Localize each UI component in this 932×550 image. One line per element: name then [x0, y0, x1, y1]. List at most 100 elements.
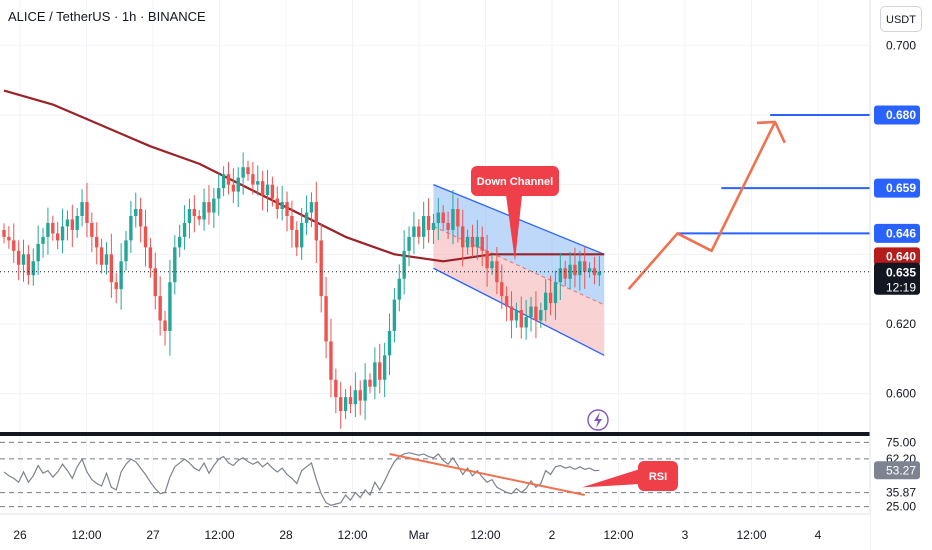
- candle: [275, 186, 279, 219]
- candle-body: [226, 174, 231, 185]
- candle: [168, 259, 172, 356]
- candle: [412, 211, 416, 254]
- candle-body: [217, 188, 221, 199]
- candle-body: [241, 167, 245, 178]
- candle: [583, 246, 587, 289]
- candle-body: [573, 264, 577, 276]
- rsi-callout-label: RSI: [649, 471, 667, 483]
- candle: [485, 234, 489, 287]
- level-label: 0.659: [874, 178, 920, 198]
- candle: [41, 227, 45, 258]
- candle: [290, 200, 294, 248]
- candle-body: [578, 261, 582, 276]
- time-tick-label: 12:00: [204, 528, 234, 542]
- level-label-bg: [874, 223, 920, 243]
- candle: [7, 226, 11, 249]
- candle: [173, 235, 177, 295]
- candle-body: [309, 202, 314, 213]
- candle-body: [485, 250, 489, 269]
- candle-body: [114, 282, 118, 290]
- candle-body: [480, 236, 484, 251]
- candle-body: [12, 240, 16, 251]
- candle-body: [265, 184, 270, 196]
- down-channel-callout: Down Channel: [471, 166, 559, 262]
- projection-arrow: [627, 120, 786, 291]
- candle-body: [280, 202, 284, 210]
- candle-body: [548, 292, 553, 304]
- candle-body: [397, 278, 401, 300]
- candle: [529, 296, 533, 332]
- candle-body: [373, 362, 377, 387]
- candle-body: [46, 222, 50, 237]
- candle-body: [358, 390, 362, 401]
- candle: [192, 195, 197, 233]
- candle-body: [587, 268, 592, 272]
- rsi-tick-label: 75.00: [886, 435, 916, 449]
- candle: [504, 286, 509, 322]
- rsi-line: [3, 452, 600, 506]
- candle: [309, 192, 314, 228]
- candle: [236, 167, 240, 207]
- candle: [573, 247, 577, 288]
- candle-body: [412, 226, 416, 237]
- currency-button[interactable]: USDT: [880, 6, 922, 32]
- level-label-text: 0.659: [886, 181, 916, 195]
- time-tick-label: 12:00: [71, 528, 101, 542]
- candle: [519, 296, 523, 339]
- projection-arrowhead: [756, 120, 786, 144]
- candle-body: [436, 212, 441, 223]
- candle-body: [343, 397, 348, 412]
- candle: [382, 342, 387, 398]
- level-label-text: 0.646: [886, 226, 916, 240]
- rsi-value-label: 53.27: [874, 461, 920, 480]
- candle-body: [387, 330, 392, 356]
- candle: [343, 389, 348, 420]
- candle: [592, 256, 597, 285]
- rsi-tick-label: 25.00: [886, 500, 916, 514]
- symbol-title[interactable]: ALICE / TetherUS · 1h · BINANCE: [8, 9, 206, 24]
- candle: [397, 264, 401, 312]
- candle: [187, 198, 192, 239]
- price-axis: 0.7000.6200.6000.6800.6590.6460.6400.635…: [869, 0, 932, 550]
- candle: [378, 343, 382, 394]
- time-tick-label: 27: [146, 528, 160, 542]
- candle-body: [353, 390, 358, 405]
- time-tick-label: 3: [682, 528, 689, 542]
- candle: [95, 222, 99, 265]
- channel-lower-fill: [433, 226, 605, 356]
- candle: [109, 233, 114, 298]
- candle-body: [270, 184, 275, 199]
- candle-body: [21, 254, 26, 265]
- candle-body: [500, 282, 504, 297]
- candles: [2, 152, 602, 429]
- candle: [470, 224, 475, 258]
- candle: [197, 210, 201, 226]
- candle: [363, 363, 367, 420]
- candle: [26, 244, 31, 285]
- candle: [475, 219, 480, 260]
- candle-body: [563, 268, 567, 279]
- candle: [387, 313, 392, 376]
- level-lines: [677, 113, 870, 235]
- candle-body: [514, 310, 519, 321]
- candle: [114, 273, 118, 304]
- candle: [124, 230, 128, 271]
- candle-body: [16, 250, 21, 265]
- candle-body: [417, 226, 421, 237]
- rsi-callout: RSI: [582, 461, 678, 491]
- candle: [2, 223, 6, 244]
- down-channel-callout-bg: [471, 166, 559, 196]
- candle-body: [80, 202, 84, 216]
- candle: [558, 252, 563, 300]
- candle-body: [192, 209, 197, 216]
- candle: [597, 256, 602, 287]
- candle-body: [509, 306, 514, 321]
- candle-body: [524, 317, 528, 328]
- candle: [285, 191, 289, 232]
- price-tick-label: 0.600: [886, 387, 916, 401]
- ma-label-text: 0.640: [886, 249, 916, 263]
- price-tick-label: 0.700: [886, 38, 916, 52]
- candle: [431, 213, 436, 244]
- level-label: 0.680: [874, 105, 920, 125]
